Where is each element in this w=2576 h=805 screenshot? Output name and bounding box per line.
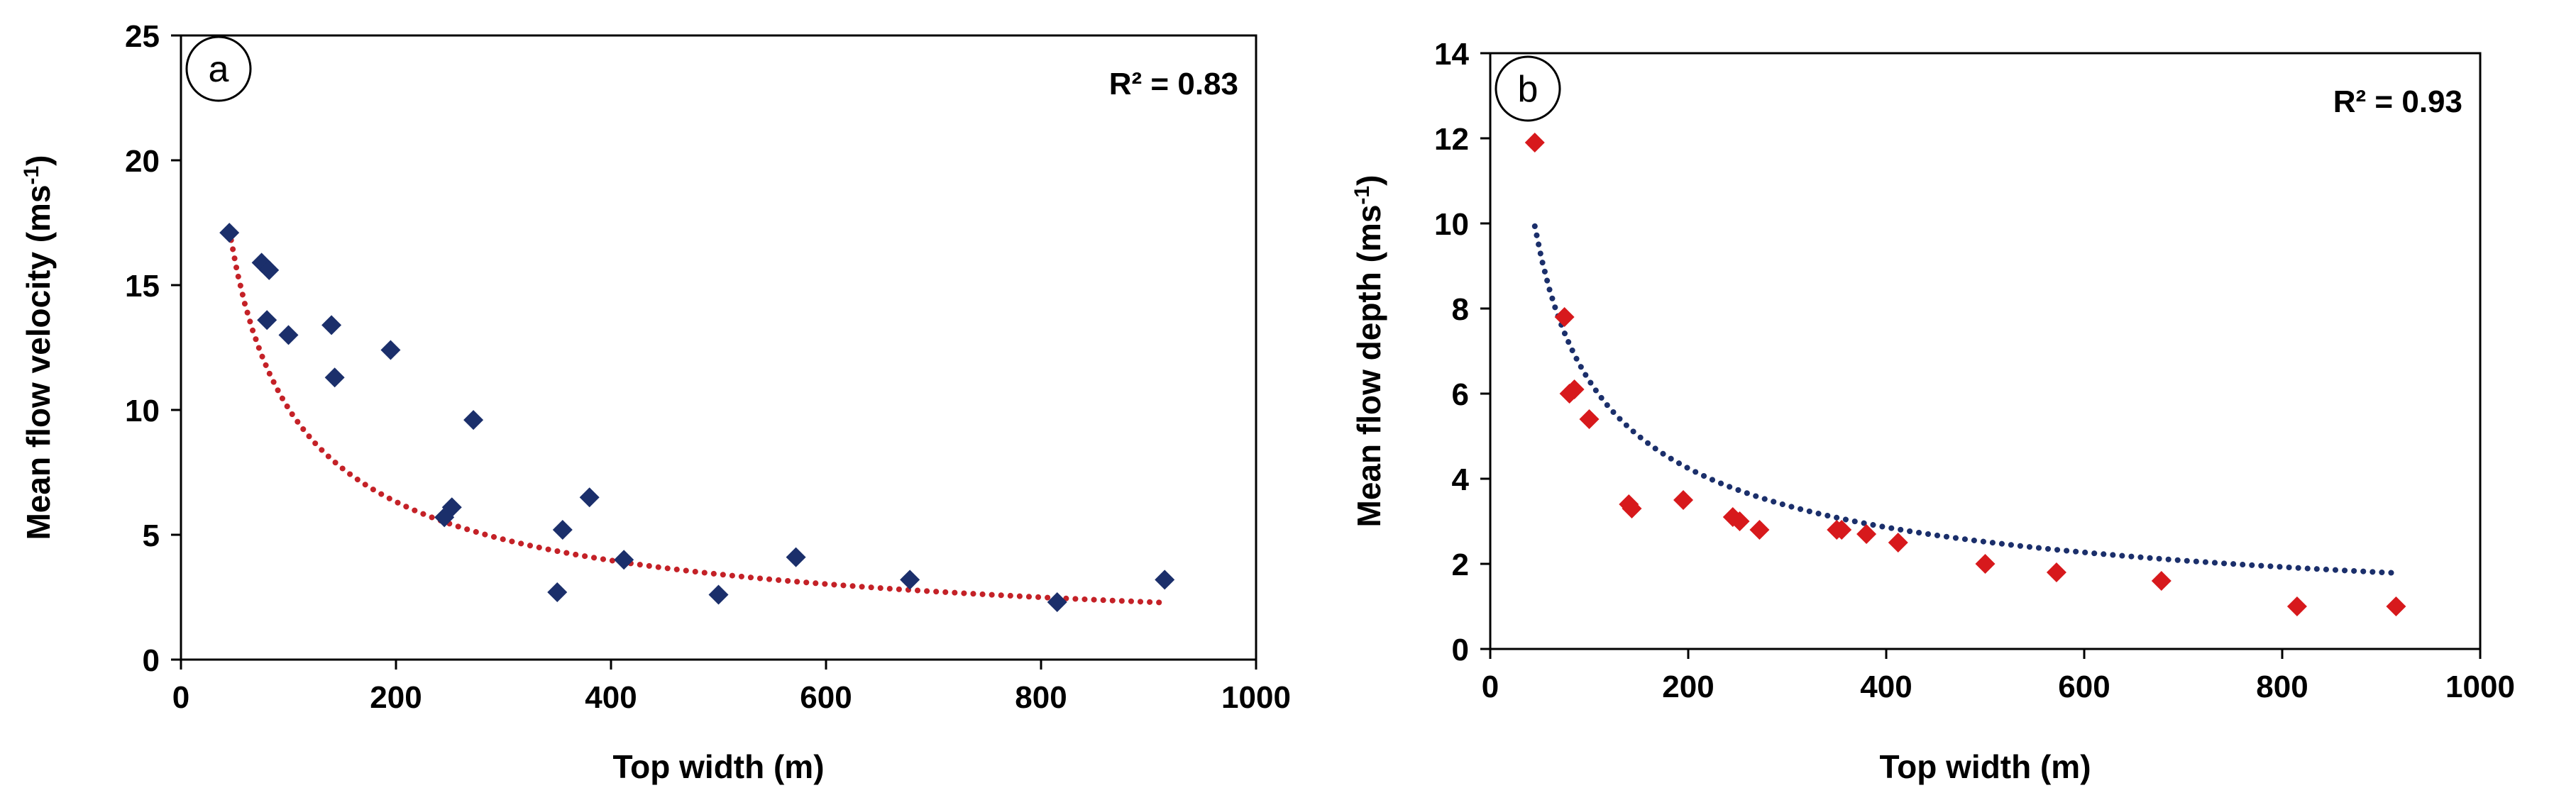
- trendline: [1531, 223, 2399, 576]
- x-tick-label: 600: [800, 680, 852, 715]
- data-point: [579, 487, 600, 508]
- data-point: [1622, 499, 1642, 518]
- y-tick-label: 5: [143, 518, 160, 553]
- data-point: [1155, 570, 1175, 590]
- panel-label: b: [1518, 69, 1539, 110]
- data-point: [900, 570, 920, 590]
- chart-panel-b: 0 200 400 600 800 1000 0 2 4 6 8 10 12 14 Top width (m…: [1350, 37, 2515, 785]
- plot-frame: [1489, 52, 2482, 650]
- data-point: [1729, 511, 1750, 531]
- data-point: [2286, 596, 2307, 616]
- data-point: [1832, 520, 1852, 540]
- x-tick-label: 200: [1662, 670, 1714, 704]
- data-point: [463, 410, 484, 431]
- y-axis-label-close: ): [1350, 175, 1387, 186]
- trendline: [226, 228, 1168, 606]
- x-tick-label: 600: [2058, 670, 2110, 704]
- data-point: [1554, 307, 1575, 327]
- x-tick-label: 400: [585, 680, 637, 715]
- y-tick-label: 0: [143, 643, 160, 678]
- data-point: [259, 260, 280, 280]
- panel-label: a: [209, 49, 229, 90]
- data-point: [1749, 520, 1770, 540]
- y-tick-label: 4: [1452, 462, 1470, 497]
- y-tick-label: 25: [125, 19, 160, 54]
- r-squared-annotation: R² = 0.83: [1109, 67, 1238, 101]
- data-point: [1579, 409, 1600, 429]
- chart-panel-a: 0 200 400 600 800 1000 0 5 10 15 20 25 Top width (m)…: [20, 19, 1291, 785]
- y-tick-label: 20: [125, 144, 160, 179]
- data-point: [324, 367, 345, 388]
- panel-label-circle: [185, 35, 252, 102]
- data-point: [2386, 596, 2406, 616]
- y-tick-label: 14: [1434, 37, 1469, 72]
- y-tick-label: 12: [1434, 122, 1469, 157]
- data-point: [552, 519, 573, 540]
- data-point: [441, 497, 462, 518]
- data-point: [219, 223, 240, 243]
- x-tick-label: 1000: [2445, 670, 2515, 704]
- x-tick-label: 1000: [1221, 680, 1291, 715]
- data-point: [1524, 133, 1545, 152]
- y-tick-label: 0: [1452, 633, 1469, 667]
- data-point: [2046, 562, 2066, 582]
- plot-frame: [180, 34, 1257, 661]
- x-tick-label: 200: [370, 680, 422, 715]
- x-tick-label: 0: [172, 680, 189, 715]
- y-axis-label-sup: -1: [1350, 186, 1374, 205]
- y-axis-label: Mean flow depth (ms-1): [1350, 175, 1387, 528]
- panel-label-circle: [1495, 55, 1561, 122]
- y-tick-label: 8: [1452, 292, 1469, 327]
- data-point: [614, 550, 634, 570]
- data-point: [1564, 379, 1585, 399]
- y-tick-label: 10: [1434, 207, 1469, 242]
- data-point: [1856, 524, 1877, 544]
- data-point: [1975, 554, 1996, 574]
- y-tick-label: 6: [1452, 377, 1469, 412]
- data-point: [278, 325, 299, 345]
- y-tick-label: 2: [1452, 548, 1469, 582]
- data-point: [786, 547, 806, 567]
- data-point: [1047, 592, 1067, 613]
- x-axis-label: Top width (m): [1879, 748, 2091, 785]
- data-point: [257, 310, 277, 331]
- y-tick-label: 10: [125, 394, 160, 428]
- data-point: [708, 584, 729, 605]
- data-point: [380, 340, 401, 360]
- data-point: [1888, 533, 1908, 553]
- x-tick-label: 800: [2256, 670, 2308, 704]
- x-tick-label: 400: [1860, 670, 1912, 704]
- y-axis-label-main: Mean flow depth (ms: [1350, 205, 1387, 528]
- data-point: [1673, 490, 1694, 510]
- y-axis-label: Mean flow velocity (ms-1): [20, 155, 57, 540]
- y-axis-label-close: ): [20, 155, 57, 165]
- r-squared-annotation: R² = 0.93: [2333, 84, 2462, 119]
- x-tick-label: 0: [1482, 670, 1499, 704]
- y-axis-label-main: Mean flow velocity (ms: [20, 185, 57, 540]
- y-axis-label-sup: -1: [20, 166, 43, 185]
- data-point: [2151, 571, 2172, 591]
- data-point: [321, 315, 342, 335]
- x-axis-label: Top width (m): [612, 748, 824, 785]
- x-tick-label: 800: [1015, 680, 1067, 715]
- y-tick-label: 15: [125, 269, 160, 304]
- data-point: [547, 582, 568, 602]
